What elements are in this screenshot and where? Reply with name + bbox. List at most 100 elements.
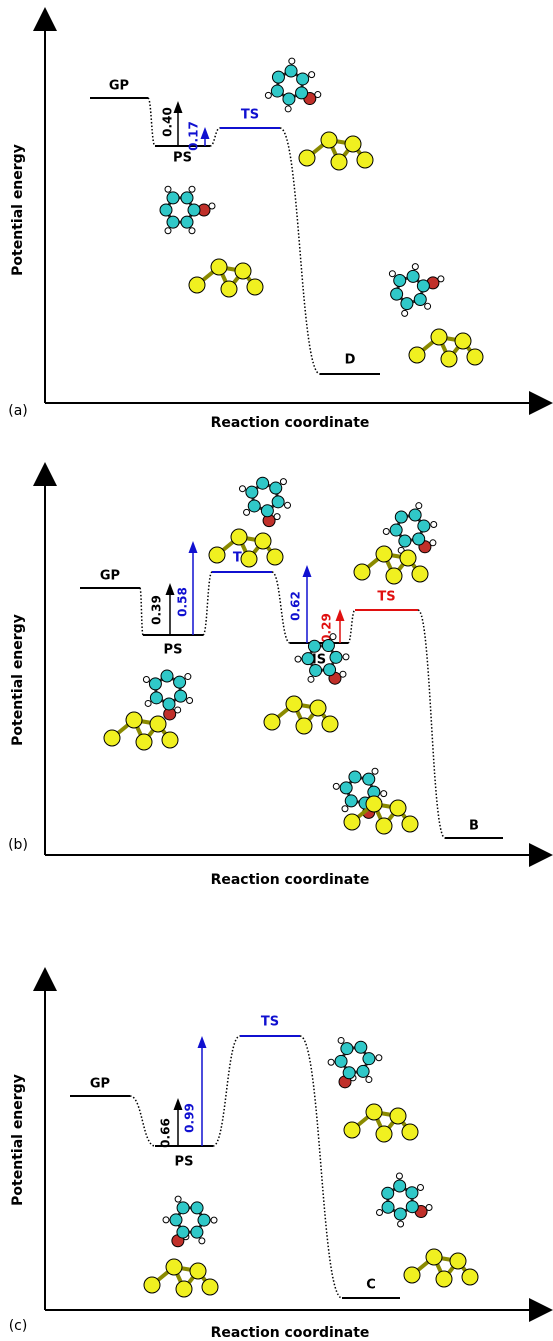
- sulfur: [286, 696, 302, 712]
- state-label: GP: [90, 1077, 110, 1092]
- sulfur: [321, 132, 337, 148]
- carbon: [418, 520, 430, 532]
- carbon: [310, 664, 322, 676]
- state-label: TS: [377, 590, 395, 605]
- hydrogen: [402, 310, 408, 316]
- sulfur: [189, 277, 205, 293]
- hydrogen: [338, 1037, 344, 1043]
- carbon: [167, 216, 179, 228]
- carbon: [296, 87, 308, 99]
- sulfur: [462, 1269, 478, 1285]
- sulfur: [221, 281, 237, 297]
- hydrogen: [430, 540, 436, 546]
- carbon: [302, 653, 314, 665]
- hydrogen: [333, 783, 339, 789]
- energy-panel: (c)Reaction coordinatePotential energyGP…: [9, 987, 533, 1341]
- hydrogen: [383, 529, 389, 535]
- carbon: [261, 505, 273, 517]
- state-label: TS: [261, 1015, 279, 1030]
- hydrogen: [417, 1185, 423, 1191]
- carbon: [357, 1065, 369, 1077]
- hydrogen: [377, 1209, 383, 1215]
- carbon: [340, 782, 352, 794]
- hydrogen: [340, 671, 346, 677]
- sulfur: [211, 259, 227, 275]
- sulfur: [390, 800, 406, 816]
- carbon: [413, 533, 425, 545]
- sulfur: [235, 263, 251, 279]
- hydrogen: [289, 58, 295, 64]
- state-label: GP: [109, 79, 129, 94]
- sulfur: [150, 716, 166, 732]
- hydrogen: [328, 1059, 334, 1065]
- sulfur: [376, 1126, 392, 1142]
- hydrogen: [381, 791, 387, 797]
- carbon: [175, 690, 187, 702]
- carbon: [163, 698, 175, 710]
- sulfur: [166, 1259, 182, 1275]
- hydrogen: [376, 1055, 382, 1061]
- x-axis-label: Reaction coordinate: [211, 872, 370, 888]
- hydrogen: [185, 674, 191, 680]
- state-label: GP: [100, 569, 120, 584]
- carbon: [395, 511, 407, 523]
- carbon: [394, 274, 406, 286]
- carbon: [150, 692, 162, 704]
- carbon: [181, 216, 193, 228]
- hydrogen: [398, 1221, 404, 1227]
- hydrogen: [189, 228, 195, 234]
- hydrogen: [366, 1077, 372, 1083]
- carbon: [322, 640, 334, 652]
- carbon: [181, 192, 193, 204]
- hydrogen: [175, 1196, 181, 1202]
- sulfur: [409, 347, 425, 363]
- carbon: [272, 71, 284, 83]
- sulfur: [331, 154, 347, 170]
- barrier-value: 0.39: [150, 595, 164, 625]
- sulfur: [136, 734, 152, 750]
- sulfur: [209, 547, 225, 563]
- reaction-path: [148, 98, 380, 374]
- sulfur: [344, 814, 360, 830]
- carbon: [198, 1214, 210, 1226]
- hydrogen: [309, 72, 315, 78]
- carbon: [149, 678, 161, 690]
- carbon: [257, 477, 269, 489]
- carbon: [174, 676, 186, 688]
- hydrogen: [165, 186, 171, 192]
- sulfur: [402, 816, 418, 832]
- sulfur: [162, 732, 178, 748]
- state-label: PS: [164, 643, 183, 658]
- hydrogen: [244, 509, 250, 515]
- barrier-value: 0.66: [159, 1118, 173, 1148]
- sulfur: [344, 1122, 360, 1138]
- carbon: [382, 1201, 394, 1213]
- carbon: [406, 1187, 418, 1199]
- hydrogen: [343, 654, 349, 660]
- hydrogen: [187, 697, 193, 703]
- carbon: [394, 1208, 406, 1220]
- sulfur: [296, 718, 312, 734]
- carbon: [272, 496, 284, 508]
- state-label: TS: [241, 108, 259, 123]
- sulfur: [247, 279, 263, 295]
- carbon: [188, 204, 200, 216]
- carbon: [406, 1201, 418, 1213]
- barrier-value: 0.62: [289, 591, 303, 621]
- carbon: [390, 524, 402, 536]
- sulfur: [104, 730, 120, 746]
- carbon: [191, 1226, 203, 1238]
- hydrogen: [438, 276, 444, 282]
- carbon: [330, 651, 342, 663]
- sulfur: [255, 533, 271, 549]
- sulfur: [176, 1281, 192, 1297]
- sulfur: [390, 1108, 406, 1124]
- carbon: [248, 500, 260, 512]
- carbon: [283, 93, 295, 105]
- sulfur: [441, 351, 457, 367]
- sulfur: [467, 349, 483, 365]
- carbon: [246, 486, 258, 498]
- hydrogen: [274, 514, 280, 520]
- hydrogen: [431, 521, 437, 527]
